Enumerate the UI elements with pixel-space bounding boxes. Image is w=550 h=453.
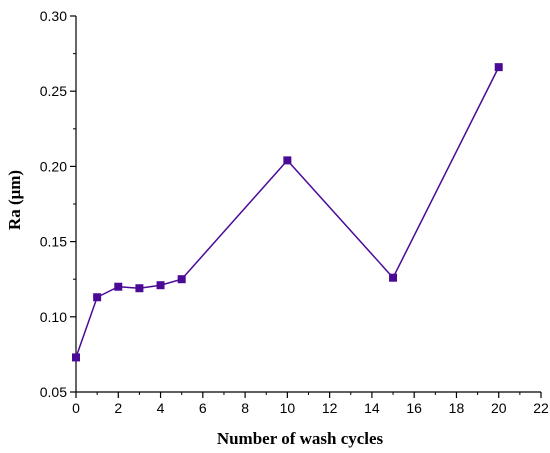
data-point-marker bbox=[283, 156, 292, 165]
data-point-marker bbox=[494, 63, 503, 72]
y-tick-label: 0.05 bbox=[40, 384, 67, 400]
data-point-marker bbox=[156, 281, 165, 290]
axes bbox=[75, 16, 541, 393]
data-point-marker bbox=[389, 273, 398, 282]
x-tick-label: 14 bbox=[364, 400, 380, 416]
y-tick-label: 0.15 bbox=[40, 234, 67, 250]
data-series bbox=[72, 63, 503, 362]
x-tick-label: 8 bbox=[241, 400, 249, 416]
x-tick-label: 20 bbox=[491, 400, 507, 416]
y-axis-title: Ra (μm) bbox=[5, 170, 24, 230]
y-ticks: 0.05 0.10 0.15 0.20 0.25 0.30 bbox=[40, 8, 76, 400]
series-line bbox=[75, 66, 500, 358]
x-tick-label: 0 bbox=[72, 400, 80, 416]
x-axis-title: Number of wash cycles bbox=[217, 429, 384, 448]
x-tick-label: 6 bbox=[199, 400, 207, 416]
y-tick-label: 0.30 bbox=[40, 8, 67, 24]
x-tick-label: 18 bbox=[449, 400, 465, 416]
x-tick-label: 16 bbox=[406, 400, 422, 416]
data-point-marker bbox=[135, 284, 144, 293]
x-tick-label: 10 bbox=[280, 400, 296, 416]
y-tick-label: 0.25 bbox=[40, 83, 67, 99]
x-ticks: 0 2 4 6 8 10 12 14 16 18 20 22 bbox=[72, 392, 549, 416]
data-point-marker bbox=[93, 293, 102, 302]
data-point-marker bbox=[114, 282, 123, 291]
x-tick-label: 12 bbox=[322, 400, 338, 416]
x-tick-label: 4 bbox=[157, 400, 165, 416]
x-tick-label: 2 bbox=[114, 400, 122, 416]
y-tick-label: 0.20 bbox=[40, 158, 67, 174]
data-point-marker bbox=[72, 353, 80, 362]
x-tick-label: 22 bbox=[533, 400, 549, 416]
data-point-marker bbox=[177, 275, 186, 284]
y-tick-label: 0.10 bbox=[40, 309, 67, 325]
